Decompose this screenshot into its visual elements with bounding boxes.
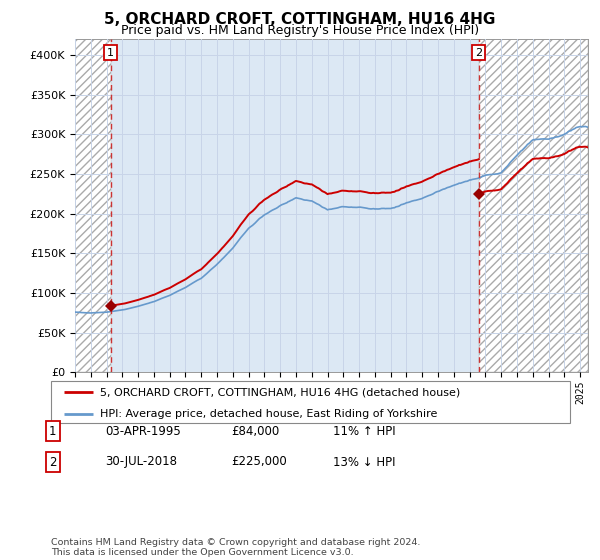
Text: 11% ↑ HPI: 11% ↑ HPI	[333, 424, 395, 438]
Text: 03-APR-1995: 03-APR-1995	[105, 424, 181, 438]
Text: 1: 1	[107, 48, 114, 58]
Text: HPI: Average price, detached house, East Riding of Yorkshire: HPI: Average price, detached house, East…	[100, 409, 437, 418]
Text: £84,000: £84,000	[231, 424, 279, 438]
Text: Contains HM Land Registry data © Crown copyright and database right 2024.
This d: Contains HM Land Registry data © Crown c…	[51, 538, 421, 557]
Bar	[75, 39, 110, 372]
Text: 30-JUL-2018: 30-JUL-2018	[105, 455, 177, 469]
Text: £225,000: £225,000	[231, 455, 287, 469]
Text: 13% ↓ HPI: 13% ↓ HPI	[333, 455, 395, 469]
Bar	[479, 39, 588, 372]
Text: 1: 1	[49, 424, 56, 438]
Text: 2: 2	[475, 48, 482, 58]
Text: 5, ORCHARD CROFT, COTTINGHAM, HU16 4HG (detached house): 5, ORCHARD CROFT, COTTINGHAM, HU16 4HG (…	[100, 387, 461, 397]
Text: 5, ORCHARD CROFT, COTTINGHAM, HU16 4HG: 5, ORCHARD CROFT, COTTINGHAM, HU16 4HG	[104, 12, 496, 27]
Bar	[75, 39, 110, 372]
Bar	[479, 39, 588, 372]
Text: Price paid vs. HM Land Registry's House Price Index (HPI): Price paid vs. HM Land Registry's House …	[121, 24, 479, 36]
Text: 2: 2	[49, 455, 56, 469]
FancyBboxPatch shape	[51, 381, 570, 423]
